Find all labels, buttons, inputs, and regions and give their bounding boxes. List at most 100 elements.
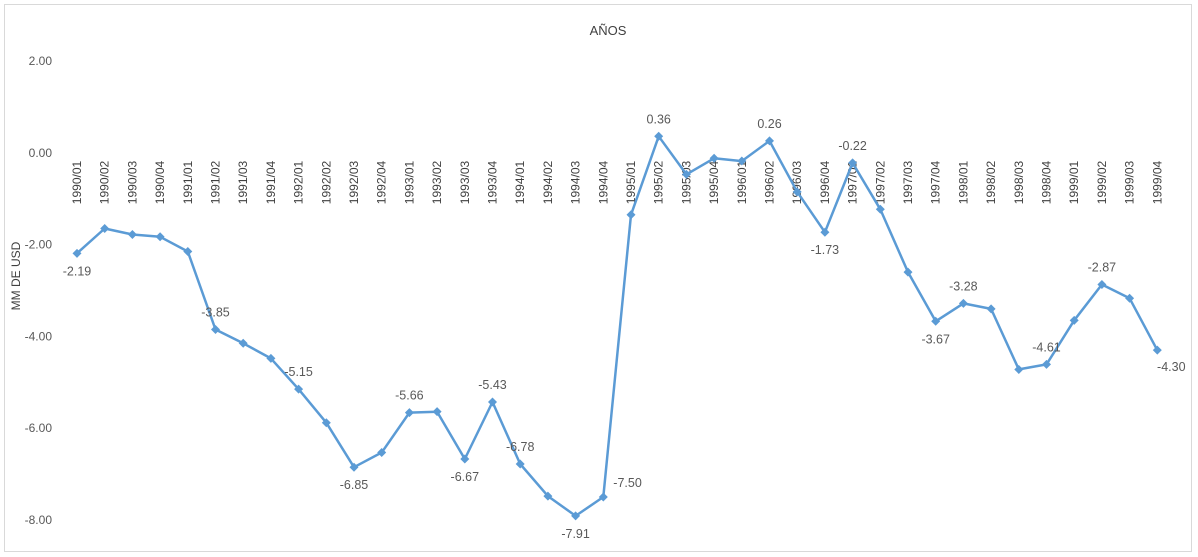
data-point (820, 227, 830, 237)
data-point (432, 407, 442, 417)
data-label: -4.30 (1157, 360, 1186, 374)
x-tick-label: 1993/03 (458, 160, 472, 204)
x-tick-label: 1999/02 (1095, 160, 1109, 204)
chart-frame (4, 4, 1192, 552)
data-labels: -2.19 -3.85 -5.15 -6.85 -5.66 -6.67 -5.43 -6.78… (63, 112, 1186, 541)
data-point (294, 384, 304, 394)
y-tick-label: -4.00 (25, 329, 53, 343)
x-tick-label: 1992/03 (347, 160, 361, 204)
data-point (238, 338, 248, 348)
data-label: 0.36 (647, 112, 671, 126)
y-tick-label: -2.00 (25, 238, 53, 252)
data-point (377, 448, 387, 458)
data-point (155, 232, 165, 242)
data-label: -1.73 (811, 243, 840, 257)
x-tick-label: 1999/03 (1123, 160, 1137, 204)
x-tick-label: 1996/04 (818, 160, 832, 204)
x-tick-label: 1990/01 (70, 160, 84, 204)
x-tick-label: 1990/02 (98, 160, 112, 204)
y-tick-label: 0.00 (29, 146, 53, 160)
x-tick-label: 1992/02 (319, 160, 333, 204)
data-point (1097, 280, 1107, 290)
x-tick-label: 1994/01 (513, 160, 527, 204)
x-tick-label: 1994/03 (569, 160, 583, 204)
series-layer (72, 131, 1162, 521)
data-point (1125, 293, 1135, 303)
data-point (1069, 315, 1079, 325)
x-tick-label: 1991/03 (236, 160, 250, 204)
x-tick-label: 1995/01 (624, 160, 638, 204)
data-point (266, 353, 276, 363)
x-tick-label: 1998/02 (984, 160, 998, 204)
data-point (211, 325, 220, 335)
x-tick-label: 1997/02 (873, 160, 887, 204)
data-point (72, 248, 82, 258)
data-point (571, 511, 581, 521)
data-point (681, 169, 691, 179)
data-label: -2.87 (1088, 261, 1117, 275)
x-tick-label: 1998/03 (1012, 160, 1026, 204)
x-tick-label: 1999/04 (1150, 160, 1164, 204)
y-axis-label: MM DE USD (9, 241, 23, 310)
x-tick-label: 1997/04 (929, 160, 943, 204)
x-tick-label: 1998/04 (1040, 160, 1054, 204)
x-tick-label: 1995/04 (707, 160, 721, 204)
data-label: 0.26 (757, 117, 781, 131)
x-tick-label: 1996/02 (763, 160, 777, 204)
data-label: -4.61 (1032, 340, 1061, 354)
data-point (1042, 359, 1051, 369)
data-point (903, 267, 913, 277)
x-tick-label: 1994/04 (596, 160, 610, 204)
x-tick-label: 1992/04 (375, 160, 389, 204)
y-tick-label: -8.00 (25, 513, 53, 527)
data-point (349, 462, 359, 472)
data-point (488, 397, 497, 407)
data-point (100, 224, 110, 234)
data-point (654, 131, 664, 141)
data-label: -7.91 (561, 527, 590, 541)
x-tick-label: 1996/03 (790, 160, 804, 204)
data-label: -5.15 (284, 365, 313, 379)
x-tick-label: 1998/01 (956, 160, 970, 204)
data-point (848, 158, 858, 168)
x-axis-ticks: 1990/01 1990/02 1990/03 1990/04 1991/01 1991/… (70, 160, 1164, 204)
data-point (1152, 345, 1162, 355)
y-tick-label: 2.00 (29, 54, 53, 68)
x-tick-label: 1991/01 (181, 160, 195, 204)
data-point (598, 492, 608, 502)
data-point (958, 298, 968, 308)
y-axis-ticks: 2.00 0.00 -2.00 -4.00 -6.00 -8.00 (25, 54, 53, 527)
data-point (765, 136, 774, 146)
x-tick-label: 1997/03 (901, 160, 915, 204)
chart-title: AÑOS (590, 23, 627, 38)
x-tick-label: 1996/01 (735, 160, 749, 204)
data-label: -2.19 (63, 264, 92, 278)
x-tick-label: 1993/01 (402, 160, 416, 204)
x-tick-label: 1993/04 (486, 160, 500, 204)
data-label: -7.50 (613, 476, 642, 490)
x-tick-label: 1993/02 (430, 160, 444, 204)
data-point (543, 491, 553, 501)
data-point (404, 408, 414, 418)
x-tick-label: 1999/01 (1067, 160, 1081, 204)
data-point (321, 418, 331, 428)
x-tick-label: 1990/04 (153, 160, 167, 204)
data-point (792, 187, 802, 197)
y-tick-label: -6.00 (25, 421, 53, 435)
x-tick-label: 1994/02 (541, 160, 555, 204)
data-point (931, 316, 941, 326)
data-point (737, 156, 747, 166)
data-label: -3.67 (921, 332, 950, 346)
data-point (986, 304, 996, 314)
data-label: -6.67 (451, 470, 480, 484)
data-label: -6.85 (340, 478, 369, 492)
x-tick-label: 1995/02 (652, 160, 666, 204)
x-tick-label: 1992/01 (292, 160, 306, 204)
x-tick-label: 1991/04 (264, 160, 278, 204)
x-tick-label: 1991/02 (209, 160, 223, 204)
x-tick-label: 1990/03 (125, 160, 139, 204)
data-point (709, 153, 719, 163)
data-label: -5.43 (478, 378, 507, 392)
series-line (76, 135, 1159, 518)
